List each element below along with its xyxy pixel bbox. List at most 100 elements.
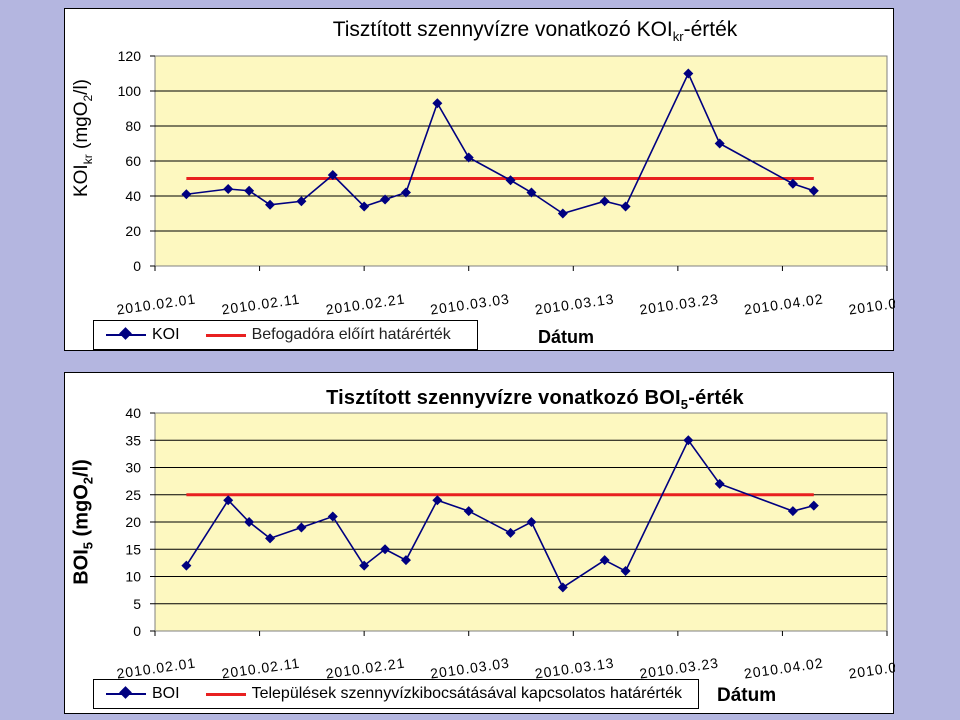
koi-data-point <box>787 178 798 189</box>
boi-data-point <box>400 555 411 566</box>
koi-y-tick-label: 0 <box>133 258 141 274</box>
koi-chart-svg: 0 20 40 60 80 100 120 2010.02.01 2010.02.11 2010.… <box>116 48 895 318</box>
boi-x-tick-label: 2010.03.23 <box>638 655 720 682</box>
diamond-marker-icon <box>106 327 146 340</box>
boi-legend-series-label: BOI <box>152 685 180 702</box>
boi-series-line <box>185 438 815 589</box>
koi-data-point <box>181 189 192 200</box>
koi-x-tick-label: 2010.03.23 <box>638 291 720 318</box>
boi-data-point <box>244 517 255 527</box>
boi-chart-panel: 0 5 10 15 20 25 30 35 40 2010.02.01 2010.02.11 2010… <box>64 372 895 714</box>
koi-data-point <box>400 187 411 198</box>
boi-x-tick-label: 2010.02.01 <box>116 655 198 682</box>
boi-data-point <box>808 500 819 511</box>
koi-data-point <box>265 199 276 210</box>
boi-legend-threshold-label: Települések szennyvízkibocsátásával kapc… <box>251 685 683 702</box>
koi-legend: KOI Befogadóra előírt határérték <box>93 320 478 350</box>
diamond-marker-icon <box>106 686 146 699</box>
boi-x-axis-title: Dátum <box>717 685 777 706</box>
boi-title-sub: 5 <box>680 397 689 412</box>
boi-data-point <box>265 533 276 544</box>
koi-data-point <box>714 138 725 149</box>
boi-y-tick-label: 5 <box>133 596 141 612</box>
boi-x-tick-label: 2010.04.12 <box>848 655 895 682</box>
boi-y-tick-label: 0 <box>133 623 141 639</box>
koi-title-main: Tisztított szennyvízre vonatkozó KOI <box>332 18 673 41</box>
koi-title-sub: kr <box>672 29 684 45</box>
koi-data-point <box>223 184 234 194</box>
boi-y-tick-label: 40 <box>125 405 141 421</box>
koi-data-point <box>526 187 537 198</box>
koi-x-axis-title: Dátum <box>538 327 595 347</box>
boi-data-point <box>432 495 443 506</box>
boi-data-point <box>359 560 370 571</box>
koi-data-point <box>380 194 391 205</box>
koi-x-tick-label: 2010.02.01 <box>116 291 198 318</box>
koi-y-axis-title: KOIkr (mgO2/l) <box>71 78 95 198</box>
koi-x-tick-label: 2010.02.11 <box>221 291 301 318</box>
red-line-icon <box>205 692 246 696</box>
boi-data-point <box>296 522 307 533</box>
koi-data-point <box>683 68 694 79</box>
koi-x-tick-label: 2010.02.21 <box>325 291 407 318</box>
boi-data-point <box>557 582 568 593</box>
boi-data-point <box>463 506 474 517</box>
boi-legend-threshold: Települések szennyvízkibocsátásával kapc… <box>205 685 683 703</box>
koi-data-point <box>359 201 370 212</box>
koi-data-point <box>599 196 610 207</box>
koi-y-tick-label: 120 <box>118 48 142 64</box>
koi-x-tick-label: 2010.03.13 <box>534 291 616 318</box>
boi-data-point <box>380 544 391 555</box>
boi-y-tick-label: 15 <box>125 541 141 557</box>
boi-legend: BOI Települések szennyvízkibocsátásával … <box>93 679 699 709</box>
koi-data-point <box>244 185 255 196</box>
boi-data-point <box>223 495 234 506</box>
boi-data-point <box>327 511 338 522</box>
boi-data-point <box>787 506 798 517</box>
red-line-icon <box>205 333 246 337</box>
boi-y-tick-label: 25 <box>125 487 141 503</box>
koi-y-tick-label: 100 <box>118 83 142 99</box>
koi-data-point <box>808 185 819 196</box>
boi-data-point <box>599 555 610 566</box>
koi-data-point <box>620 201 631 212</box>
boi-x-tick-label: 2010.02.11 <box>221 655 301 682</box>
koi-title-tail: -érték <box>683 18 738 41</box>
boi-data-point <box>714 478 725 489</box>
koi-x-tick-label: 2010.04.12 <box>848 291 895 318</box>
boi-data-point <box>526 517 537 527</box>
koi-data-point <box>463 152 474 163</box>
koi-legend-series-label: KOI <box>152 326 180 343</box>
boi-legend-series: BOI <box>106 685 180 703</box>
boi-y-tick-label: 20 <box>125 514 141 530</box>
boi-y-tick-label: 35 <box>125 432 141 448</box>
boi-data-point <box>683 435 694 446</box>
koi-y-tick-label: 40 <box>125 188 141 204</box>
koi-data-point <box>432 98 443 109</box>
boi-y-tick-label: 30 <box>125 460 141 476</box>
koi-data-point <box>296 196 307 207</box>
boi-chart-title: Tisztított szennyvízre vonatkozó BOI5-ér… <box>245 387 825 412</box>
boi-y-tick-label: 10 <box>125 569 141 585</box>
boi-x-tick-label: 2010.03.03 <box>429 655 511 682</box>
boi-data-point <box>181 560 192 571</box>
koi-chart-title: Tisztított szennyvízre vonatkozó KOIkr-é… <box>245 18 825 44</box>
koi-y-tick-label: 60 <box>125 153 141 169</box>
koi-legend-threshold-label: Befogadóra előírt határérték <box>251 326 451 343</box>
koi-data-point <box>505 175 516 186</box>
boi-chart-svg: 0 5 10 15 20 25 30 35 40 2010.02.01 2010.02.11 2010… <box>116 405 895 682</box>
koi-y-tick-label: 20 <box>125 223 141 239</box>
boi-data-point <box>505 527 516 538</box>
koi-chart-panel: 0 20 40 60 80 100 120 2010.02.01 2010.02.11 2010.… <box>64 8 895 351</box>
koi-data-point <box>557 208 568 219</box>
boi-y-axis-title: BOI5 (mgO2/l) <box>70 459 96 585</box>
boi-x-tick-label: 2010.03.13 <box>534 655 616 682</box>
boi-title-tail: -érték <box>688 387 744 409</box>
boi-data-point <box>620 566 631 577</box>
koi-x-tick-label: 2010.03.03 <box>429 291 511 318</box>
boi-title-main: Tisztított szennyvízre vonatkozó BOI <box>326 387 681 409</box>
koi-legend-series: KOI <box>106 326 180 344</box>
koi-y-tick-label: 80 <box>125 118 141 134</box>
koi-x-tick-label: 2010.04.02 <box>743 291 825 318</box>
koi-data-point <box>327 170 338 180</box>
